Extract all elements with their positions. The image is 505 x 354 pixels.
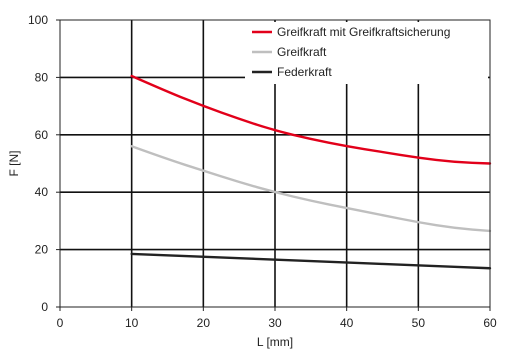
series-line-federkraft	[130, 252, 492, 270]
plot-frame	[59, 19, 491, 308]
y-tick-label: 40	[35, 185, 49, 199]
y-axis-label: F [N]	[7, 151, 21, 177]
y-tick-label: 0	[41, 300, 48, 314]
legend-label-federkraft: Federkraft	[277, 65, 332, 79]
x-tick-label: 20	[197, 316, 211, 330]
y-tick-label: 100	[28, 13, 48, 27]
tick-labels: 0 10 20 30 40 50 60 0 20 40 60 80 100	[28, 13, 497, 330]
x-tick-label: 10	[125, 316, 139, 330]
x-tick-label: 0	[57, 316, 64, 330]
x-tick-label: 40	[340, 316, 354, 330]
series-group	[130, 74, 492, 270]
legend-label-greifkraft-mit-greifkraftsicherung: Greifkraft mit Greifkraftsicherung	[277, 25, 450, 39]
series-line-greifkraft	[130, 145, 492, 233]
y-tick-label: 20	[35, 243, 49, 257]
legend-background	[245, 22, 488, 84]
legend-label-greifkraft: Greifkraft	[277, 45, 327, 59]
series-line-greifkraft-mit-greifkraftsicherung	[130, 74, 492, 165]
y-tick-label: 60	[35, 128, 49, 142]
x-tick-label: 50	[412, 316, 426, 330]
legend: Greifkraft mit Greifkraftsicherung Greifk…	[245, 22, 488, 84]
y-tick-label: 80	[35, 70, 49, 84]
x-tick-label: 60	[483, 316, 497, 330]
x-axis-label: L [mm]	[257, 335, 293, 349]
x-tick-label: 30	[268, 316, 282, 330]
